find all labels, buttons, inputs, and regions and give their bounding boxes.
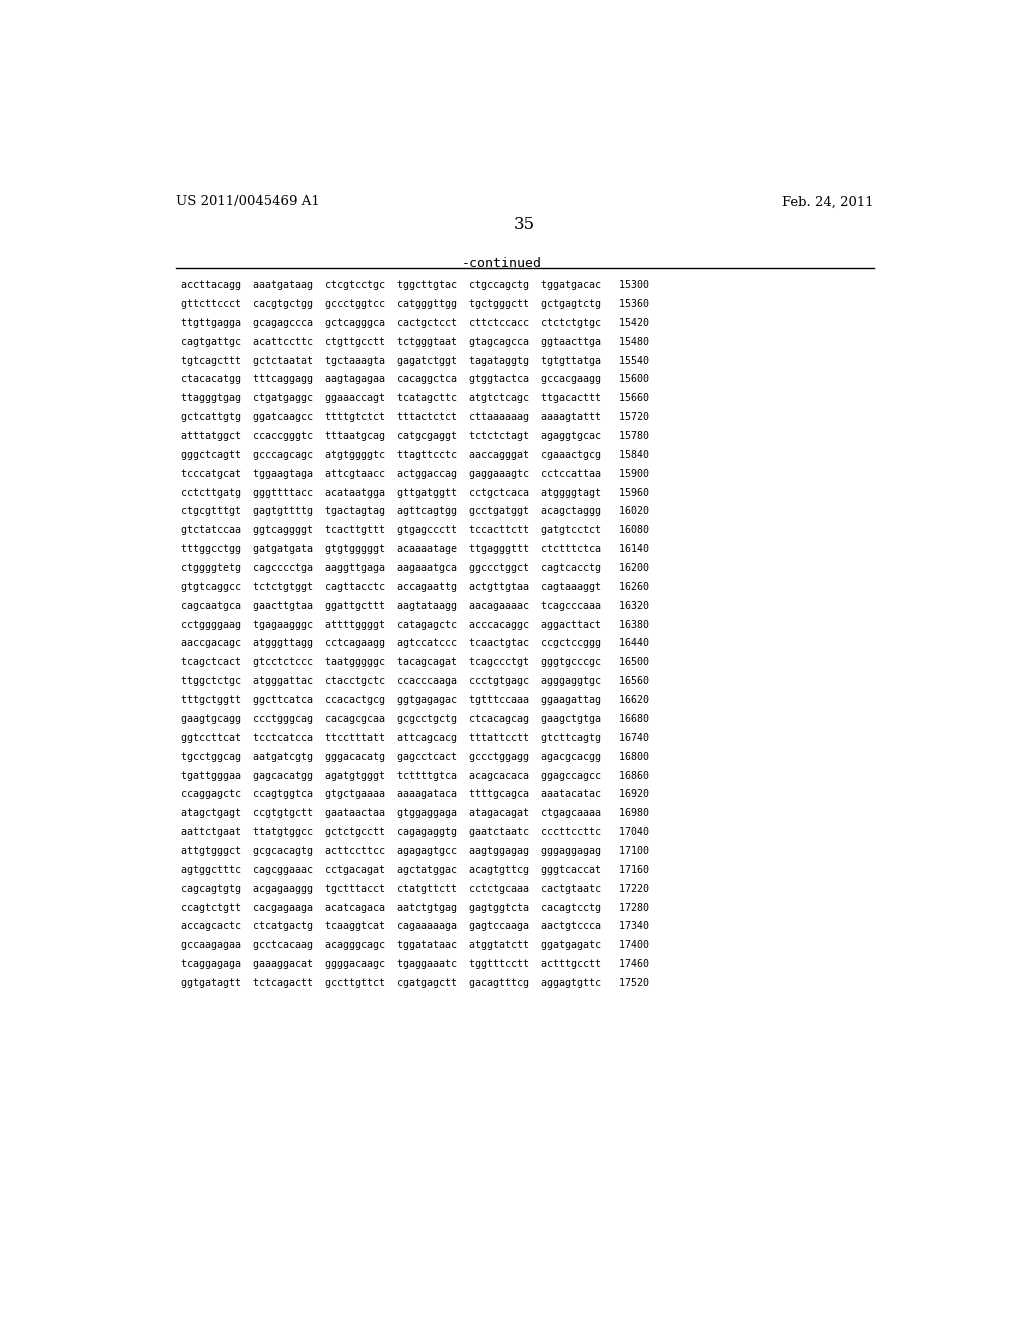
Text: tgcctggcag  aatgatcgtg  gggacacatg  gagcctcact  gccctggagg  agacgcacgg   16800: tgcctggcag aatgatcgtg gggacacatg gagcctc… [180,751,648,762]
Text: ccagtctgtt  cacgagaaga  acatcagaca  aatctgtgag  gagtggtcta  cacagtcctg   17280: ccagtctgtt cacgagaaga acatcagaca aatctgt… [180,903,648,912]
Text: atagctgagt  ccgtgtgctt  gaataactaa  gtggaggaga  atagacagat  ctgagcaaaa   16980: atagctgagt ccgtgtgctt gaataactaa gtggagg… [180,808,648,818]
Text: ttggctctgc  atgggattac  ctacctgctc  ccacccaaga  ccctgtgagc  agggaggtgc   16560: ttggctctgc atgggattac ctacctgctc ccaccca… [180,676,648,686]
Text: ttgttgagga  gcagagccca  gctcagggca  cactgctcct  cttctccacc  ctctctgtgc   15420: ttgttgagga gcagagccca gctcagggca cactgct… [180,318,648,327]
Text: tgattgggaa  gagcacatgg  agatgtgggt  tcttttgtca  acagcacaca  ggagccagcc   16860: tgattgggaa gagcacatgg agatgtgggt tcttttg… [180,771,648,780]
Text: accttacagg  aaatgataag  ctcgtcctgc  tggcttgtac  ctgccagctg  tggatgacac   15300: accttacagg aaatgataag ctcgtcctgc tggcttg… [180,280,648,290]
Text: ggtgatagtt  tctcagactt  gccttgttct  cgatgagctt  gacagtttcg  aggagtgttc   17520: ggtgatagtt tctcagactt gccttgttct cgatgag… [180,978,648,989]
Text: tttggcctgg  gatgatgata  gtgtgggggt  acaaaatage  ttgagggttt  ctctttctca   16140: tttggcctgg gatgatgata gtgtgggggt acaaaat… [180,544,648,554]
Text: tcaggagaga  gaaaggacat  ggggacaagc  tgaggaaatc  tggtttcctt  actttgcctt   17460: tcaggagaga gaaaggacat ggggacaagc tgaggaa… [180,960,648,969]
Text: tttgctggtt  ggcttcatca  ccacactgcg  ggtgagagac  tgtttccaaa  ggaagattag   16620: tttgctggtt ggcttcatca ccacactgcg ggtgaga… [180,696,648,705]
Text: ggtccttcat  tcctcatcca  ttcctttatt  attcagcacg  tttattcctt  gtcttcagtg   16740: ggtccttcat tcctcatcca ttcctttatt attcagc… [180,733,648,743]
Text: Feb. 24, 2011: Feb. 24, 2011 [782,195,873,209]
Text: gtgtcaggcc  tctctgtggt  cagttacctc  accagaattg  actgttgtaa  cagtaaaggt   16260: gtgtcaggcc tctctgtggt cagttacctc accagaa… [180,582,648,591]
Text: tcccatgcat  tggaagtaga  attcgtaacc  actggaccag  gaggaaagtc  cctccattaa   15900: tcccatgcat tggaagtaga attcgtaacc actggac… [180,469,648,479]
Text: ctacacatgg  tttcaggagg  aagtagagaa  cacaggctca  gtggtactca  gccacgaagg   15600: ctacacatgg tttcaggagg aagtagagaa cacaggc… [180,375,648,384]
Text: 35: 35 [514,216,536,234]
Text: gtctatccaa  ggtcaggggt  tcacttgttt  gtgagccctt  tccacttctt  gatgtcctct   16080: gtctatccaa ggtcaggggt tcacttgttt gtgagcc… [180,525,648,536]
Text: cagcagtgtg  acgagaaggg  tgctttacct  ctatgttctt  cctctgcaaa  cactgtaatc   17220: cagcagtgtg acgagaaggg tgctttacct ctatgtt… [180,884,648,894]
Text: gaagtgcagg  ccctgggcag  cacagcgcaa  gcgcctgctg  ctcacagcag  gaagctgtga   16680: gaagtgcagg ccctgggcag cacagcgcaa gcgcctg… [180,714,648,723]
Text: cagtgattgc  acattccttc  ctgttgcctt  tctgggtaat  gtagcagcca  ggtaacttga   15480: cagtgattgc acattccttc ctgttgcctt tctgggt… [180,337,648,347]
Text: ctggggtetg  cagcccctga  aaggttgaga  aagaaatgca  ggccctggct  cagtcacctg   16200: ctggggtetg cagcccctga aaggttgaga aagaaat… [180,564,648,573]
Text: gccaagagaa  gcctcacaag  acagggcagc  tggatataac  atggtatctt  ggatgagatc   17400: gccaagagaa gcctcacaag acagggcagc tggatat… [180,940,648,950]
Text: atttatggct  ccaccgggtc  tttaatgcag  catgcgaggt  tctctctagt  agaggtgcac   15780: atttatggct ccaccgggtc tttaatgcag catgcga… [180,430,648,441]
Text: cctggggaag  tgagaagggc  attttggggt  catagagctc  acccacaggc  aggacttact   16380: cctggggaag tgagaagggc attttggggt catagag… [180,619,648,630]
Text: aattctgaat  ttatgtggcc  gctctgcctt  cagagaggtg  gaatctaatc  cccttccttc   17040: aattctgaat ttatgtggcc gctctgcctt cagagag… [180,828,648,837]
Text: aaccgacagc  atgggttagg  cctcagaagg  agtccatccc  tcaactgtac  ccgctccggg   16440: aaccgacagc atgggttagg cctcagaagg agtccat… [180,639,648,648]
Text: agtggctttc  cagcggaaac  cctgacagat  agctatggac  acagtgttcg  gggtcaccat   17160: agtggctttc cagcggaaac cctgacagat agctatg… [180,865,648,875]
Text: US 2011/0045469 A1: US 2011/0045469 A1 [176,195,319,209]
Text: tgtcagcttt  gctctaatat  tgctaaagta  gagatctggt  tagataggtg  tgtgttatga   15540: tgtcagcttt gctctaatat tgctaaagta gagatct… [180,355,648,366]
Text: ttagggtgag  ctgatgaggc  ggaaaccagt  tcatagcttc  atgtctcagc  ttgacacttt   15660: ttagggtgag ctgatgaggc ggaaaccagt tcatagc… [180,393,648,403]
Text: attgtgggct  gcgcacagtg  acttccttcc  agagagtgcc  aagtggagag  gggaggagag   17100: attgtgggct gcgcacagtg acttccttcc agagagt… [180,846,648,855]
Text: gggctcagtt  gcccagcagc  atgtggggtc  ttagttcctc  aaccagggat  cgaaactgcg   15840: gggctcagtt gcccagcagc atgtggggtc ttagttc… [180,450,648,459]
Text: accagcactc  ctcatgactg  tcaaggtcat  cagaaaaaga  gagtccaaga  aactgtccca   17340: accagcactc ctcatgactg tcaaggtcat cagaaaa… [180,921,648,932]
Text: gctcattgtg  ggatcaagcc  ttttgtctct  tttactctct  cttaaaaaag  aaaagtattt   15720: gctcattgtg ggatcaagcc ttttgtctct tttactc… [180,412,648,422]
Text: cagcaatgca  gaacttgtaa  ggattgcttt  aagtataagg  aacagaaaac  tcagcccaaa   16320: cagcaatgca gaacttgtaa ggattgcttt aagtata… [180,601,648,611]
Text: ctgcgtttgt  gagtgttttg  tgactagtag  agttcagtgg  gcctgatggt  acagctaggg   16020: ctgcgtttgt gagtgttttg tgactagtag agttcag… [180,507,648,516]
Text: gttcttccct  cacgtgctgg  gccctggtcc  catgggttgg  tgctgggctt  gctgagtctg   15360: gttcttccct cacgtgctgg gccctggtcc catgggt… [180,298,648,309]
Text: ccaggagctc  ccagtggtca  gtgctgaaaa  aaaagataca  ttttgcagca  aaatacatac   16920: ccaggagctc ccagtggtca gtgctgaaaa aaaagat… [180,789,648,800]
Text: tcagctcact  gtcctctccc  taatgggggc  tacagcagat  tcagccctgt  gggtgcccgc   16500: tcagctcact gtcctctccc taatgggggc tacagca… [180,657,648,668]
Text: -continued: -continued [461,257,542,271]
Text: cctcttgatg  gggttttacc  acataatgga  gttgatggtt  cctgctcaca  atggggtagt   15960: cctcttgatg gggttttacc acataatgga gttgatg… [180,487,648,498]
